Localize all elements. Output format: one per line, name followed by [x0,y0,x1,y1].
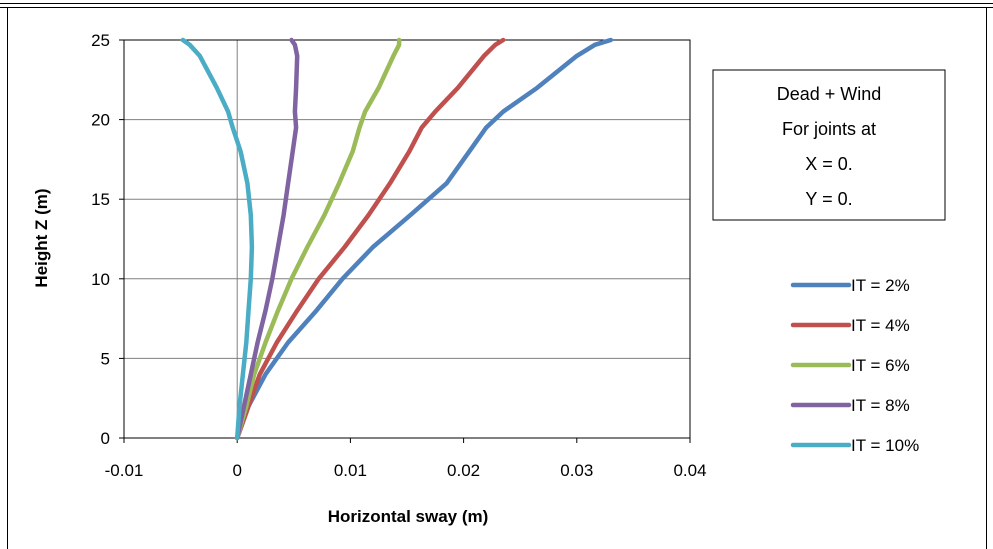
y-tick-label: 0 [101,429,110,448]
series-line-4 [234,37,300,441]
legend-label-1: IT = 2% [851,276,910,295]
frame-top-line-inner [0,7,993,8]
plot-area-border [123,39,691,439]
x-tick-label: -0.01 [105,461,144,480]
x-tick-label: 0.01 [334,461,367,480]
gridlines [124,40,690,438]
legend-label-4: IT = 8% [851,396,910,415]
annotation-line-4: Y = 0. [805,189,852,209]
series-line-1 [234,37,614,441]
frame-right-line [986,7,987,549]
y-tick-labels: 0 5 10 15 20 25 [91,31,110,448]
axes [119,39,691,443]
x-tick-label: 0 [232,461,241,480]
annotation-box-border [712,69,946,221]
y-axis-title: Height Z (m) [32,188,51,287]
series-line-5 [180,37,255,441]
x-tick-label: 0.04 [673,461,706,480]
annotation-line-2: For joints at [782,119,876,139]
series-line-3 [234,37,402,441]
y-tick-label: 25 [91,31,110,50]
x-tick-label: 0.02 [447,461,480,480]
y-tick-label: 15 [91,190,110,209]
frame-left-line [7,7,8,549]
series-lines [180,37,614,441]
annotation-box: Dead + Wind For joints at X = 0. Y = 0. [712,69,946,221]
frame-top-line-outer [0,3,993,4]
y-tick-label: 20 [91,111,110,130]
legend-label-5: IT = 10% [851,436,919,455]
y-tick-label: 5 [101,349,110,368]
legend-label-3: IT = 6% [851,356,910,375]
annotation-line-1: Dead + Wind [777,84,882,104]
legend-label-2: IT = 4% [851,316,910,335]
x-tick-labels: -0.01 0 0.01 0.02 0.03 0.04 [105,461,707,480]
y-tick-label: 10 [91,270,110,289]
x-tick-label: 0.03 [560,461,593,480]
x-axis-title: Horizontal sway (m) [328,507,489,526]
legend: IT = 2% IT = 4% IT = 6% IT = 8% IT = 10% [790,276,919,455]
series-line-2 [234,37,506,441]
annotation-line-3: X = 0. [805,154,853,174]
